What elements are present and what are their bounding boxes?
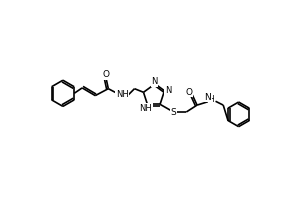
Text: N: N	[205, 93, 211, 102]
Text: NH: NH	[140, 104, 152, 113]
Text: H: H	[208, 95, 214, 104]
Text: O: O	[186, 88, 193, 97]
Text: N: N	[165, 86, 171, 95]
Text: NH: NH	[116, 90, 129, 99]
Text: S: S	[170, 108, 176, 117]
Text: N: N	[151, 77, 158, 86]
Text: O: O	[103, 70, 110, 79]
